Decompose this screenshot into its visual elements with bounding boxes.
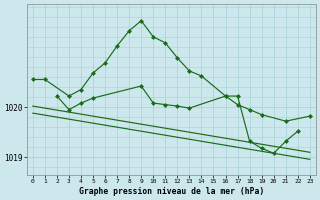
X-axis label: Graphe pression niveau de la mer (hPa): Graphe pression niveau de la mer (hPa) — [79, 187, 264, 196]
